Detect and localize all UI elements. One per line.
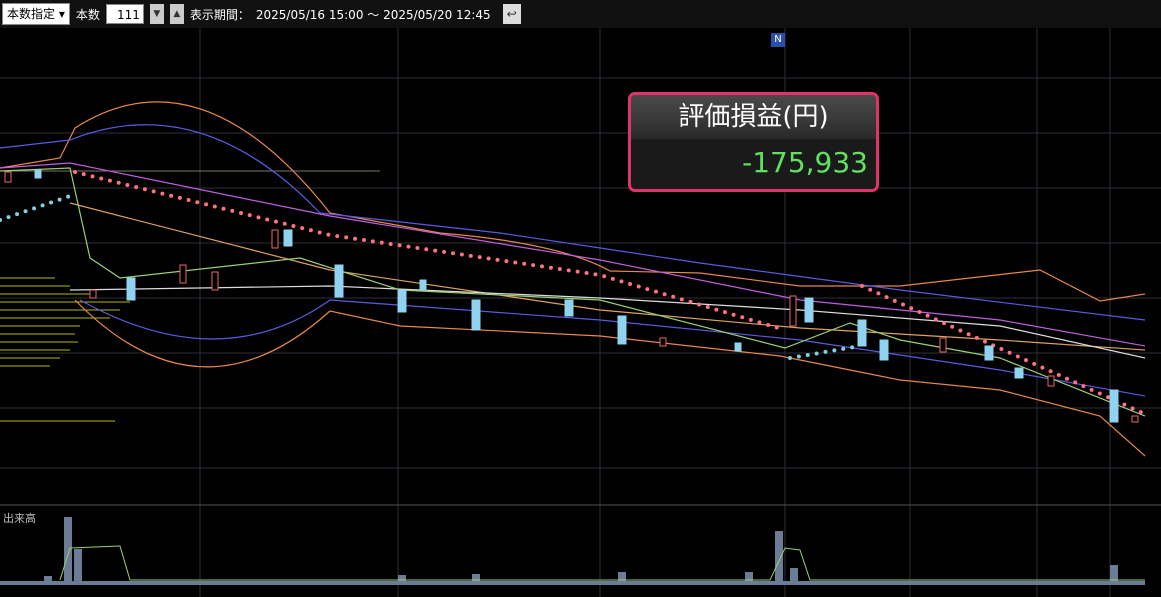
- indicators: [0, 101, 1147, 457]
- count-label: 本数: [75, 7, 100, 22]
- toolbar: 本数指定 ▾ 本数 111 ▼ ▲ 表示期間： 2025/05/16 15:00…: [0, 0, 1161, 28]
- period: 2025/05/16 15:00 ～ 2025/05/20 12:45: [255, 7, 491, 22]
- chart: [0, 28, 1161, 597]
- volume-bars: [0, 517, 1145, 585]
- candles: [4, 169, 1139, 423]
- count-down[interactable]: ▼: [149, 4, 164, 24]
- volume-label: 出来高: [3, 512, 36, 525]
- mode: 本数指定: [7, 7, 56, 21]
- pnl-title: 評価損益(円): [631, 95, 876, 139]
- news-marker[interactable]: N: [771, 33, 785, 47]
- count-input[interactable]: 111: [105, 4, 144, 24]
- grid: [0, 28, 1161, 597]
- count-up[interactable]: ▲: [169, 4, 184, 24]
- pnl-box: 評価損益(円) -175,933: [628, 92, 879, 192]
- volume-profile: [0, 170, 380, 422]
- mode-select[interactable]: 本数指定 ▾: [2, 3, 70, 25]
- volume-average: [59, 545, 1145, 581]
- pnl-value: -175,933: [742, 146, 868, 179]
- reset-button[interactable]: ↩: [502, 4, 521, 24]
- period-label: 表示期間：: [189, 7, 250, 22]
